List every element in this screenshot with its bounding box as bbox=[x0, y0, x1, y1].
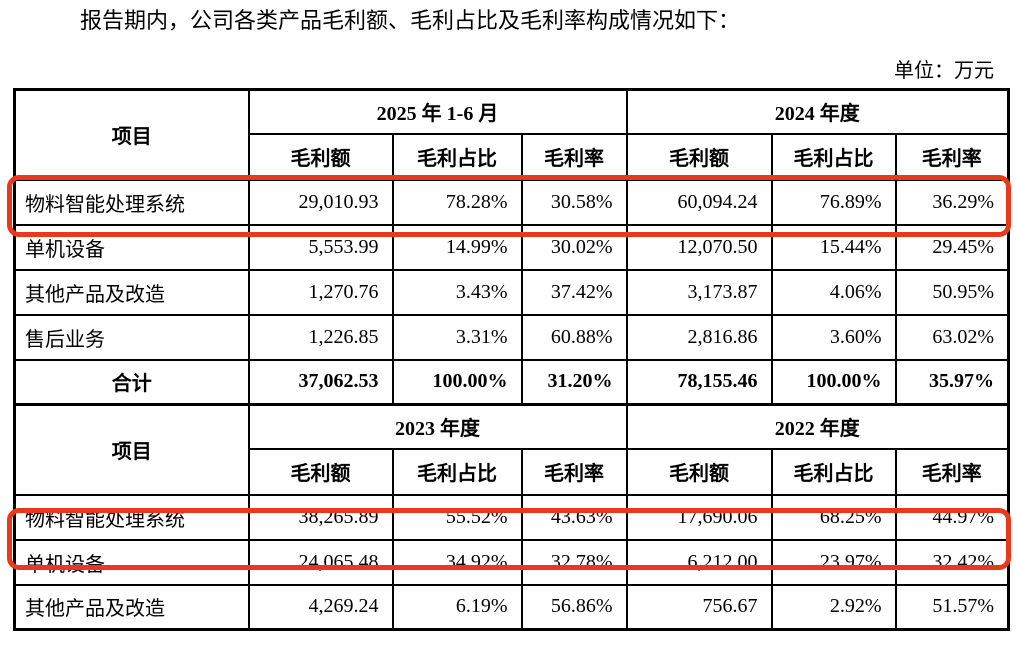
sub-header-cell: 毛利率 bbox=[894, 447, 1010, 496]
gross-profit-table: 项目 2025 年 1-6 月 2024 年度 毛利额 毛利占比 毛利率 毛利额… bbox=[13, 88, 1011, 631]
table-row: 单机设备 5,553.99 14.99% 30.02% 12,070.50 15… bbox=[13, 223, 1010, 271]
total-row: 合计 37,062.53 100.00% 31.20% 78,155.46 10… bbox=[13, 358, 1010, 406]
row-label-cell: 物料智能处理系统 bbox=[13, 178, 250, 226]
value-cell: 100.00% bbox=[391, 358, 523, 406]
value-cell: 51.57% bbox=[894, 583, 1010, 631]
value-cell: 2,816.86 bbox=[625, 313, 773, 361]
value-cell: 4.06% bbox=[770, 268, 897, 316]
value-cell: 55.52% bbox=[391, 493, 523, 541]
table-row: 单机设备 24,065.48 34.92% 32.78% 6,212.00 23… bbox=[13, 538, 1010, 586]
row-label-cell: 单机设备 bbox=[13, 223, 250, 271]
value-cell: 30.58% bbox=[520, 178, 628, 226]
value-cell: 78.28% bbox=[391, 178, 523, 226]
period-header-2022: 2022 年度 bbox=[625, 403, 1010, 450]
unit-label: 单位：万元 bbox=[894, 60, 994, 82]
value-cell: 56.86% bbox=[520, 583, 628, 631]
value-cell: 31.20% bbox=[520, 358, 628, 406]
sub-header-cell: 毛利占比 bbox=[770, 132, 897, 181]
value-cell: 3,173.87 bbox=[625, 268, 773, 316]
value-cell: 35.97% bbox=[894, 358, 1010, 406]
sub-header-cell: 毛利率 bbox=[520, 132, 628, 181]
sub-header-cell: 毛利额 bbox=[247, 447, 394, 496]
row-label-cell: 售后业务 bbox=[13, 313, 250, 361]
value-cell: 43.63% bbox=[520, 493, 628, 541]
value-cell: 76.89% bbox=[770, 178, 897, 226]
value-cell: 15.44% bbox=[770, 223, 897, 271]
sub-header-cell: 毛利占比 bbox=[391, 447, 523, 496]
value-cell: 50.95% bbox=[894, 268, 1010, 316]
sub-header-cell: 毛利额 bbox=[625, 132, 773, 181]
table-row: 物料智能处理系统 38,265.89 55.52% 43.63% 17,690.… bbox=[13, 493, 1010, 541]
value-cell: 78,155.46 bbox=[625, 358, 773, 406]
row-label-cell: 单机设备 bbox=[13, 538, 250, 586]
value-cell: 29,010.93 bbox=[247, 178, 394, 226]
row-label-cell: 其他产品及改造 bbox=[13, 268, 250, 316]
table-row: 其他产品及改造 4,269.24 6.19% 56.86% 756.67 2.9… bbox=[13, 583, 1010, 631]
value-cell: 1,226.85 bbox=[247, 313, 394, 361]
value-cell: 12,070.50 bbox=[625, 223, 773, 271]
value-cell: 37,062.53 bbox=[247, 358, 394, 406]
value-cell: 1,270.76 bbox=[247, 268, 394, 316]
value-cell: 38,265.89 bbox=[247, 493, 394, 541]
sub-header-cell: 毛利额 bbox=[625, 447, 773, 496]
value-cell: 63.02% bbox=[894, 313, 1010, 361]
value-cell: 3.31% bbox=[391, 313, 523, 361]
value-cell: 4,269.24 bbox=[247, 583, 394, 631]
sub-header-cell: 毛利占比 bbox=[770, 447, 897, 496]
item-header-cell: 项目 bbox=[13, 88, 250, 181]
value-cell: 24,065.48 bbox=[247, 538, 394, 586]
sub-header-cell: 毛利率 bbox=[894, 132, 1010, 181]
value-cell: 23.97% bbox=[770, 538, 897, 586]
value-cell: 44.97% bbox=[894, 493, 1010, 541]
value-cell: 36.29% bbox=[894, 178, 1010, 226]
value-cell: 14.99% bbox=[391, 223, 523, 271]
row-label-cell: 合计 bbox=[13, 358, 250, 406]
intro-text: 报告期内，公司各类产品毛利额、毛利占比及毛利率构成情况如下： bbox=[80, 8, 741, 33]
sub-header-cell: 毛利额 bbox=[247, 132, 394, 181]
item-header-cell: 项目 bbox=[13, 403, 250, 496]
value-cell: 34.92% bbox=[391, 538, 523, 586]
value-cell: 3.43% bbox=[391, 268, 523, 316]
sub-header-cell: 毛利率 bbox=[520, 447, 628, 496]
period-header-2023: 2023 年度 bbox=[247, 403, 628, 450]
table-row: 物料智能处理系统 29,010.93 78.28% 30.58% 60,094.… bbox=[13, 178, 1010, 226]
row-label-cell: 物料智能处理系统 bbox=[13, 493, 250, 541]
value-cell: 60.88% bbox=[520, 313, 628, 361]
value-cell: 5,553.99 bbox=[247, 223, 394, 271]
period-header-2024: 2024 年度 bbox=[625, 88, 1010, 135]
value-cell: 756.67 bbox=[625, 583, 773, 631]
value-cell: 68.25% bbox=[770, 493, 897, 541]
value-cell: 37.42% bbox=[520, 268, 628, 316]
value-cell: 2.92% bbox=[770, 583, 897, 631]
value-cell: 100.00% bbox=[770, 358, 897, 406]
value-cell: 32.78% bbox=[520, 538, 628, 586]
value-cell: 3.60% bbox=[770, 313, 897, 361]
period-header-2025: 2025 年 1-6 月 bbox=[247, 88, 628, 135]
value-cell: 17,690.06 bbox=[625, 493, 773, 541]
value-cell: 60,094.24 bbox=[625, 178, 773, 226]
value-cell: 6,212.00 bbox=[625, 538, 773, 586]
value-cell: 32.42% bbox=[894, 538, 1010, 586]
value-cell: 30.02% bbox=[520, 223, 628, 271]
value-cell: 6.19% bbox=[391, 583, 523, 631]
row-label-cell: 其他产品及改造 bbox=[13, 583, 250, 631]
value-cell: 29.45% bbox=[894, 223, 1010, 271]
sub-header-cell: 毛利占比 bbox=[391, 132, 523, 181]
table-row: 其他产品及改造 1,270.76 3.43% 37.42% 3,173.87 4… bbox=[13, 268, 1010, 316]
table-row: 售后业务 1,226.85 3.31% 60.88% 2,816.86 3.60… bbox=[13, 313, 1010, 361]
